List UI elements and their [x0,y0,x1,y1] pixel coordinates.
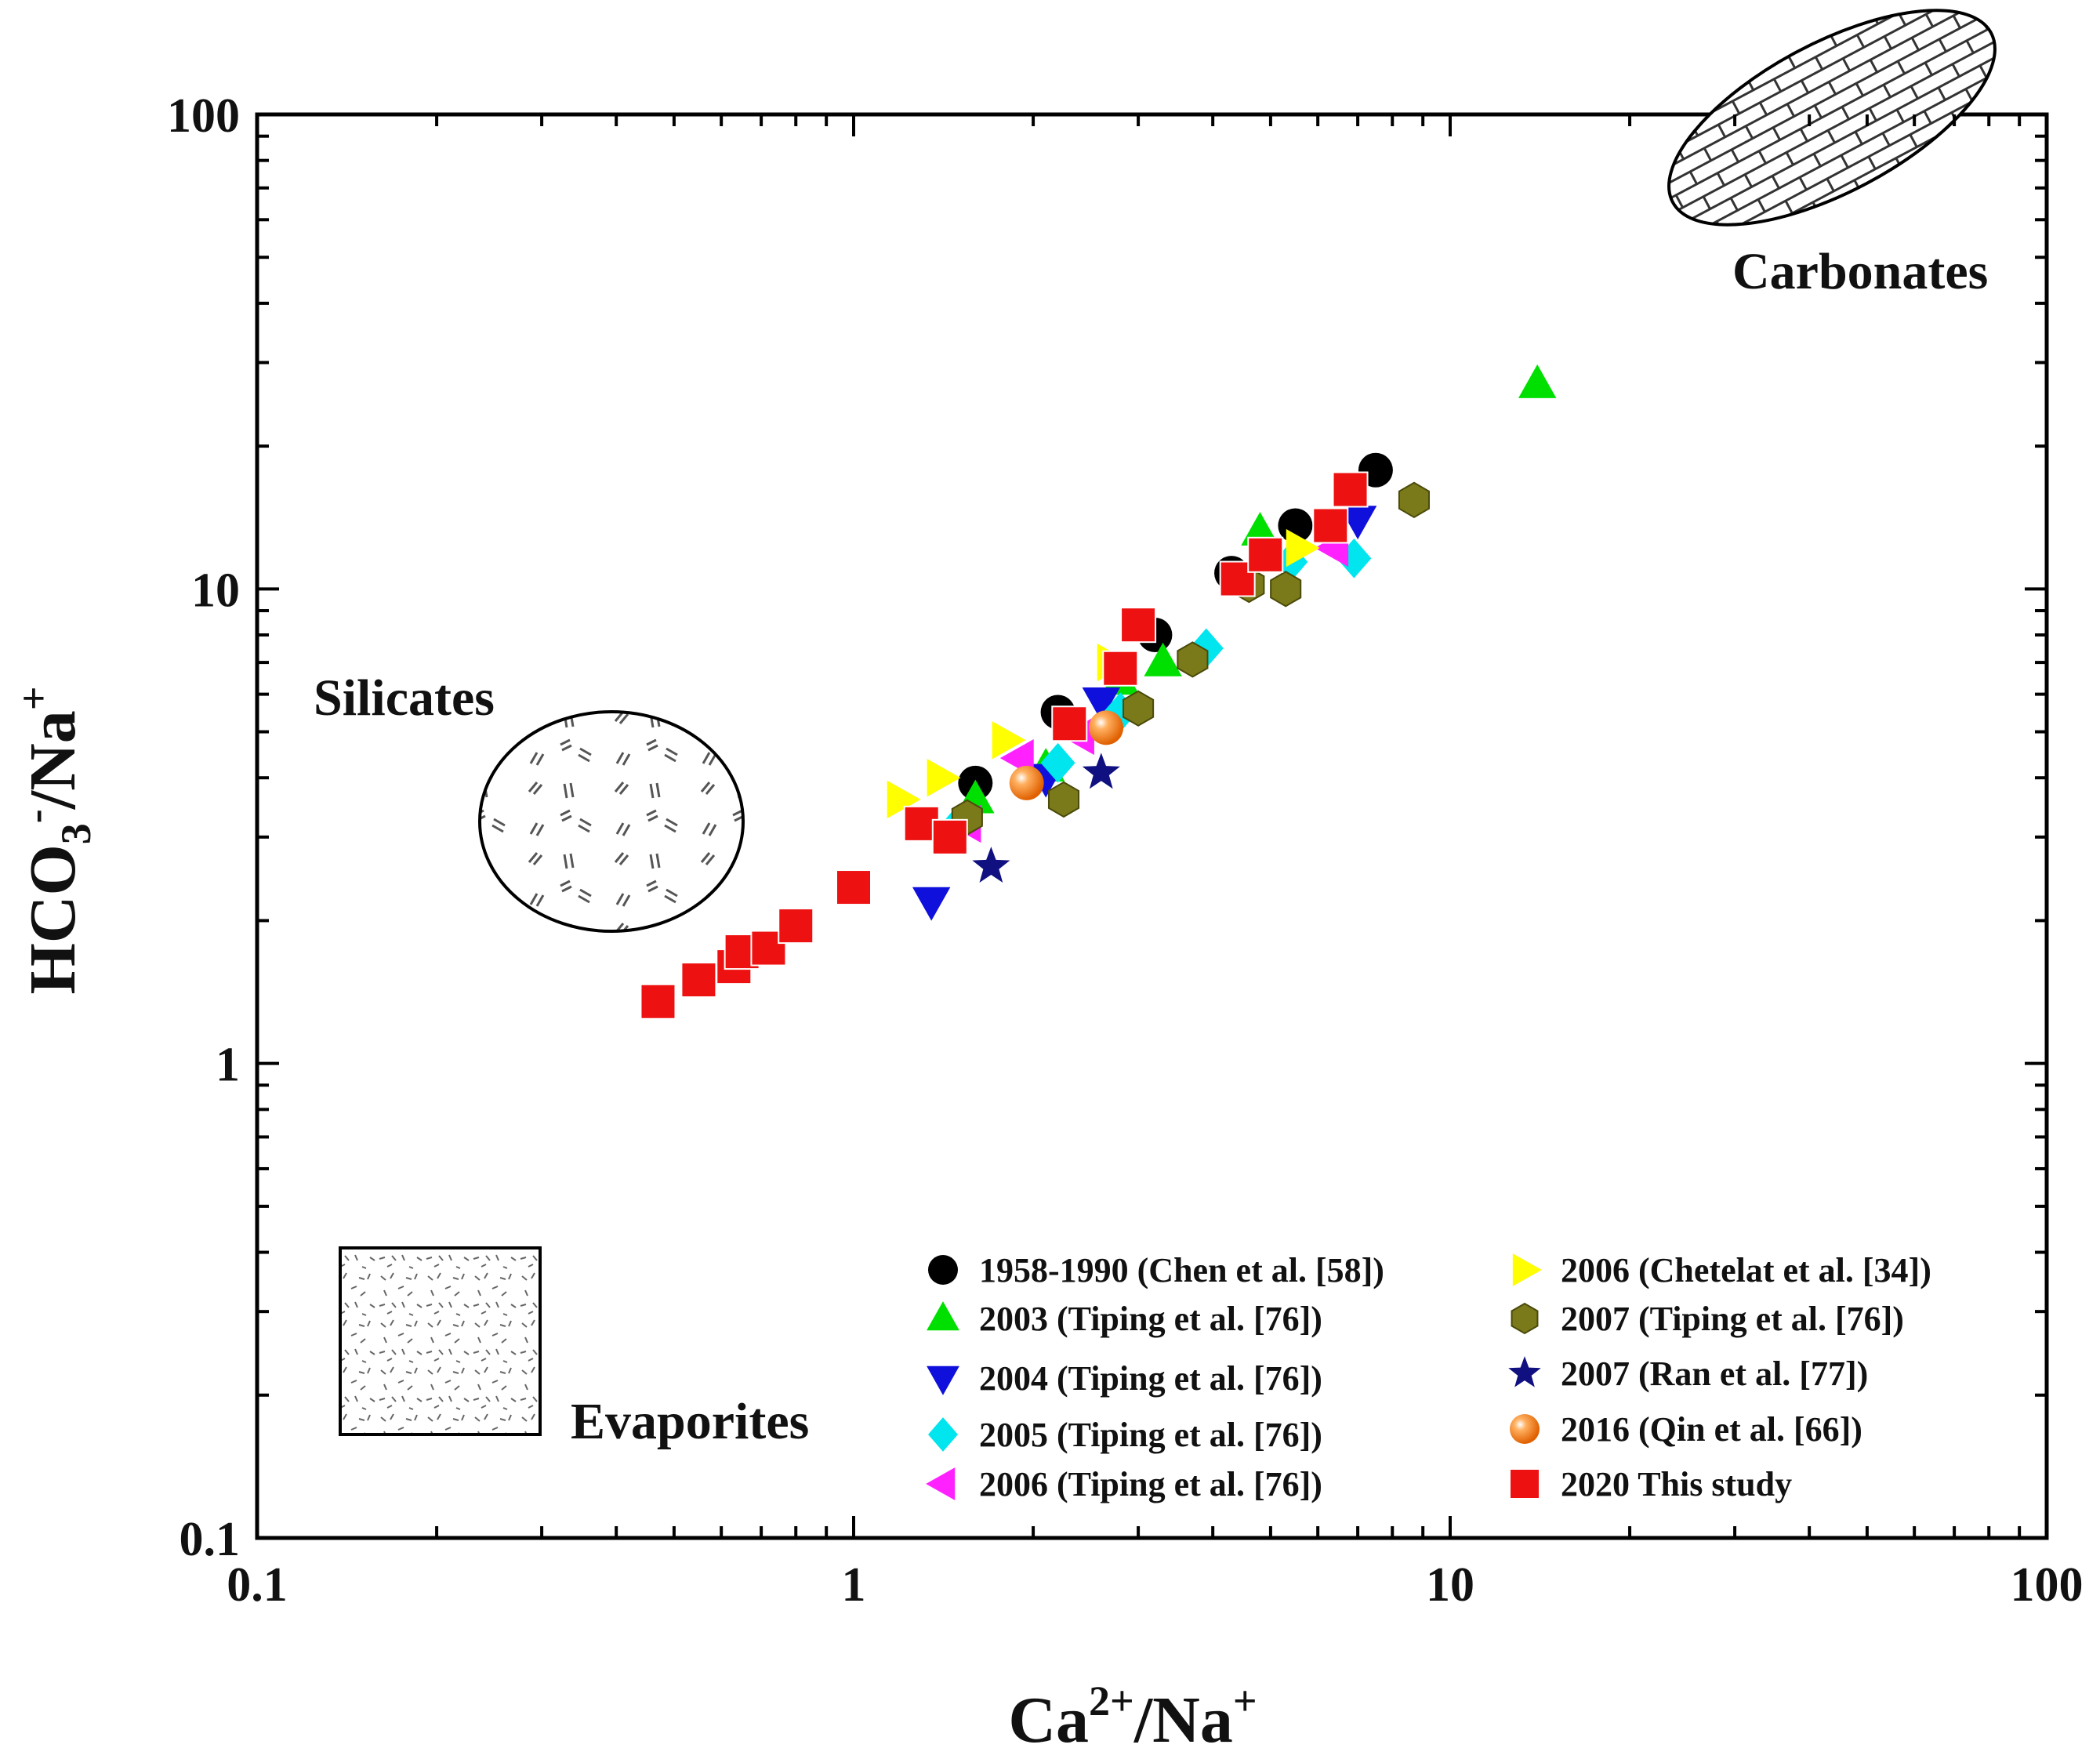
carbonates-label: Carbonates [1732,243,1988,300]
silicates-ellipse [478,710,745,933]
data-point [1089,710,1124,745]
data-point [887,780,921,819]
data-point [931,818,968,855]
data-point [927,759,961,797]
evaporites-label: Evaporites [571,1393,809,1450]
legend-marker [928,1417,958,1452]
data-point [992,721,1026,760]
y-tick-label: 100 [167,89,240,143]
x-axis-title: Ca2+/Na+ [1008,1677,1257,1757]
series-diamond [941,539,1372,844]
x-tick-label: 10 [1426,1558,1474,1612]
data-point [1286,528,1320,568]
legend-marker [1512,1253,1542,1286]
legend-marker [1508,1356,1541,1387]
y-axis: 0.1 1 10 100 [167,89,2047,1566]
legend-item: 2007 (Tiping et al. [76]) [1511,1300,1904,1338]
y-tick-label: 10 [191,564,240,617]
data-point [778,908,814,945]
legend-item: 2007 (Ran et al. [77]) [1508,1355,1868,1393]
legend-marker [1510,1414,1540,1444]
legend-label: 2007 (Ran et al. [77]) [1561,1355,1868,1393]
data-point [1518,364,1557,398]
evaporites-box [339,1246,542,1436]
legend-label: 2006 (Tiping et al. [76]) [979,1465,1322,1503]
plot-frame [255,112,2049,1540]
data-point [1123,690,1155,727]
series-sphere [1009,710,1124,800]
data-point [836,869,872,906]
legend-item: 2020 This study [1509,1465,1792,1503]
legend-marker [927,1301,959,1331]
legend-label: 2020 This study [1561,1465,1792,1503]
legend-item: 2006 (Chetelat et al. [34]) [1512,1251,1931,1289]
legend-label: 2004 (Tiping et al. [76]) [979,1359,1322,1398]
data-point [1082,687,1120,721]
legend-marker [928,1255,958,1285]
data-point [680,962,717,999]
legend-item: 2016 (Qin et al. [66]) [1510,1410,1862,1449]
legend-label: 2016 (Qin et al. [66]) [1561,1410,1862,1449]
legend-label: 2003 (Tiping et al. [76]) [979,1300,1322,1338]
series-star [972,753,1120,883]
region-carbonates [1667,9,1997,227]
data-point [1247,536,1284,573]
legend-label: 2006 (Chetelat et al. [34]) [1561,1251,1931,1289]
data-point [1332,471,1369,508]
data-point [1009,765,1044,800]
y-axis-title: HCO3-/Na+ [10,686,100,994]
data-point [1102,650,1139,687]
legend-item: 2005 (Tiping et al. [76]) [928,1416,1322,1454]
series-triangle-right [887,528,1320,819]
carbonates-ellipse [1667,9,1997,227]
y-tick-label: 0.1 [180,1513,241,1566]
data-point [972,847,1010,883]
legend-item: 2006 (Tiping et al. [76]) [926,1465,1322,1503]
data-points [640,364,1557,1020]
data-point [1177,641,1209,678]
legend-marker [926,1467,956,1500]
legend: 1958-1990 (Chen et al. [58]) 2003 (Tiping… [926,1251,1931,1503]
x-tick-label: 1 [842,1558,866,1612]
x-axis: 0.1 1 10 100 [227,114,2084,1612]
legend-marker [1509,1468,1540,1500]
x-tick-label: 100 [2011,1558,2084,1612]
legend-label: 2007 (Tiping et al. [76]) [1561,1300,1904,1338]
data-point [1398,481,1431,518]
x-tick-label: 0.1 [227,1558,288,1612]
region-silicates [478,710,745,933]
legend-item: 1958-1990 (Chen et al. [58]) [928,1251,1384,1289]
data-point [1051,705,1088,742]
data-point [1312,507,1349,544]
data-point [912,887,951,921]
y-tick-label: 1 [216,1039,240,1092]
data-point [1040,742,1075,783]
region-evaporites [339,1246,542,1436]
data-point [1270,571,1302,607]
silicates-label: Silicates [314,669,495,727]
legend-marker [1511,1302,1539,1335]
series-square [640,471,1369,1020]
data-point [1120,607,1157,644]
series-hexagon [951,481,1431,836]
data-point [1144,642,1182,676]
data-point [640,983,676,1020]
legend-label: 2005 (Tiping et al. [76]) [979,1416,1322,1454]
legend-item: 2004 (Tiping et al. [76]) [927,1359,1322,1398]
legend-marker [927,1365,959,1395]
legend-label: 1958-1990 (Chen et al. [58]) [979,1251,1384,1289]
data-point [1082,753,1120,789]
data-point [1047,781,1080,818]
legend-item: 2003 (Tiping et al. [76]) [927,1300,1322,1338]
